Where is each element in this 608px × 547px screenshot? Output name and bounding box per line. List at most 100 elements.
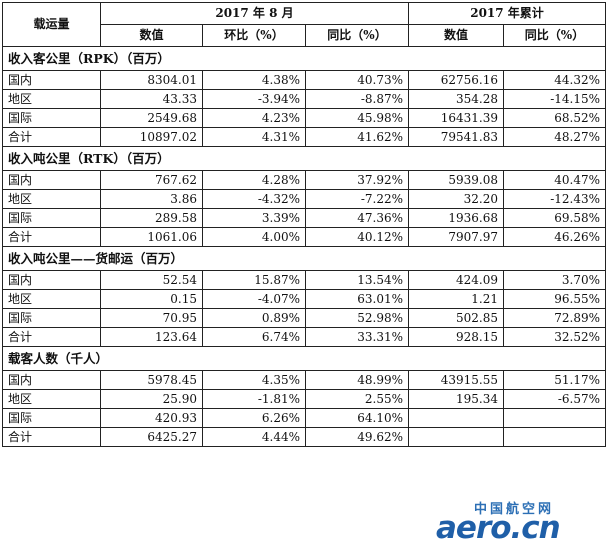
cell-mom: 6.26% [202,408,306,428]
cell-mom: 3.39% [202,208,306,228]
cell-cum-value: 1936.68 [408,208,504,228]
cell-cum-yoy: 48.27% [502,127,607,147]
cell-mom: 4.28% [202,170,306,190]
cell-cum-value: 424.09 [408,270,504,290]
cell-yoy: -7.22% [305,189,409,209]
row-label: 国内 [2,270,101,290]
table-row: 地区 43.33 -3.94% -8.87% 354.28 -14.15% [2,89,607,109]
cell-value: 123.64 [100,327,203,347]
row-label: 国内 [2,370,101,390]
cell-yoy: 64.10% [305,408,409,428]
table-row: 合计 10897.02 4.31% 41.62% 79541.83 48.27% [2,127,607,147]
cell-yoy: 63.01% [305,289,409,309]
row-label: 国际 [2,208,101,228]
cell-cum-value: 1.21 [408,289,504,309]
cell-value: 2549.68 [100,108,203,128]
cell-mom: 4.23% [202,108,306,128]
traffic-stats-table: 载运量 2017 年 8 月 2017 年累计 数值 环比（%） 同比（%） 数… [1,2,607,447]
cell-cum-value: 32.20 [408,189,504,209]
cell-mom: -1.81% [202,389,306,409]
section-title: 收入吨公里——货邮运（百万） [1,246,607,271]
watermark-logo-text: aero.cn [436,510,561,546]
row-label: 国际 [2,408,101,428]
table-row: 国际 420.93 6.26% 64.10% [2,408,607,428]
cell-yoy: 45.98% [305,108,409,128]
cell-cum-yoy: 68.52% [502,108,607,128]
cell-cum-value: 43915.55 [408,370,504,390]
cell-mom: 15.87% [202,270,306,290]
header-row-groups: 载运量 2017 年 8 月 2017 年累计 [2,2,607,47]
cell-mom: 4.38% [202,70,306,90]
cell-cum-yoy: 72.89% [502,308,607,328]
cell-value: 6425.27 [100,427,203,447]
cell-value: 25.90 [100,389,203,409]
watermark-cn-text: 中国航空网 [474,502,555,517]
cell-yoy: 49.62% [305,427,409,447]
cell-mom: 4.31% [202,127,306,147]
cell-cum-yoy: 40.47% [502,170,607,190]
cell-cum-value: 7907.97 [408,227,504,247]
row-label: 国内 [2,170,101,190]
table-row: 国际 289.58 3.39% 47.36% 1936.68 69.58% [2,208,607,228]
cell-yoy: 33.31% [305,327,409,347]
cell-cum-value [408,427,504,447]
cell-cum-value [408,408,504,428]
cell-yoy: -8.87% [305,89,409,109]
table-row: 国际 2549.68 4.23% 45.98% 16431.39 68.52% [2,108,607,128]
cell-cum-value: 195.34 [408,389,504,409]
cell-cum-yoy: 3.70% [502,270,607,290]
cell-cum-yoy: 51.17% [502,370,607,390]
table-row: 国内 8304.01 4.38% 40.73% 62756.16 44.32% [2,70,607,90]
section-title: 收入客公里（RPK）（百万） [1,46,607,71]
cell-cum-yoy: 44.32% [502,70,607,90]
cell-cum-yoy: 96.55% [502,289,607,309]
row-label: 国际 [2,108,101,128]
cell-yoy: 41.62% [305,127,409,147]
table-row: 地区 0.15 -4.07% 63.01% 1.21 96.55% [2,289,607,309]
header-group-month: 2017 年 8 月 [100,2,409,25]
row-label: 国际 [2,308,101,328]
table-row: 地区 3.86 -4.32% -7.22% 32.20 -12.43% [2,189,607,209]
cell-cum-value: 79541.83 [408,127,504,147]
row-label: 地区 [2,189,101,209]
table-row: 地区 25.90 -1.81% 2.55% 195.34 -6.57% [2,389,607,409]
header-col-cum-value: 数值 [408,24,504,47]
cell-mom: 4.35% [202,370,306,390]
section-header-row: 收入客公里（RPK）（百万） [1,46,607,71]
cell-value: 0.15 [100,289,203,309]
cell-cum-yoy: 32.52% [502,327,607,347]
header-col-mom: 环比（%） [202,24,306,47]
cell-cum-yoy: -14.15% [502,89,607,109]
header-row-columns: 数值 环比（%） 同比（%） 数值 同比（%） [3,24,607,47]
cell-mom: 6.74% [202,327,306,347]
header-col-yoy: 同比（%） [305,24,409,47]
table-row: 合计 6425.27 4.44% 49.62% [2,427,607,447]
cell-value: 8304.01 [100,70,203,90]
row-label: 地区 [2,89,101,109]
cell-value: 10897.02 [100,127,203,147]
cell-mom: 4.44% [202,427,306,447]
cell-cum-value: 354.28 [408,89,504,109]
table-body: 收入客公里（RPK）（百万） 国内 8304.01 4.38% 40.73% 62756.… [1,46,607,447]
cell-value: 767.62 [100,170,203,190]
cell-cum-value: 502.85 [408,308,504,328]
table-row: 国内 767.62 4.28% 37.92% 5939.08 40.47% [2,170,607,190]
row-label: 地区 [2,389,101,409]
row-label: 合计 [2,227,101,247]
table-row: 国内 5978.45 4.35% 48.99% 43915.55 51.17% [2,370,607,390]
cell-cum-value: 62756.16 [408,70,504,90]
cell-value: 5978.45 [100,370,203,390]
section-header-row: 收入吨公里（RTK）（百万） [1,146,607,171]
section-header-row: 载客人数（千人） [1,346,607,371]
cell-mom: -4.07% [202,289,306,309]
section-title: 载客人数（千人） [1,346,607,371]
cell-cum-yoy [502,427,607,447]
table-row: 国际 70.95 0.89% 52.98% 502.85 72.89% [2,308,607,328]
header-group-cumulative: 2017 年累计 [407,2,607,25]
cell-cum-yoy [502,408,607,428]
cell-cum-yoy: -12.43% [502,189,607,209]
cell-cum-yoy: 69.58% [502,208,607,228]
cell-value: 3.86 [100,189,203,209]
section-title: 收入吨公里（RTK）（百万） [1,146,607,171]
header-corner: 载运量 [2,2,101,47]
